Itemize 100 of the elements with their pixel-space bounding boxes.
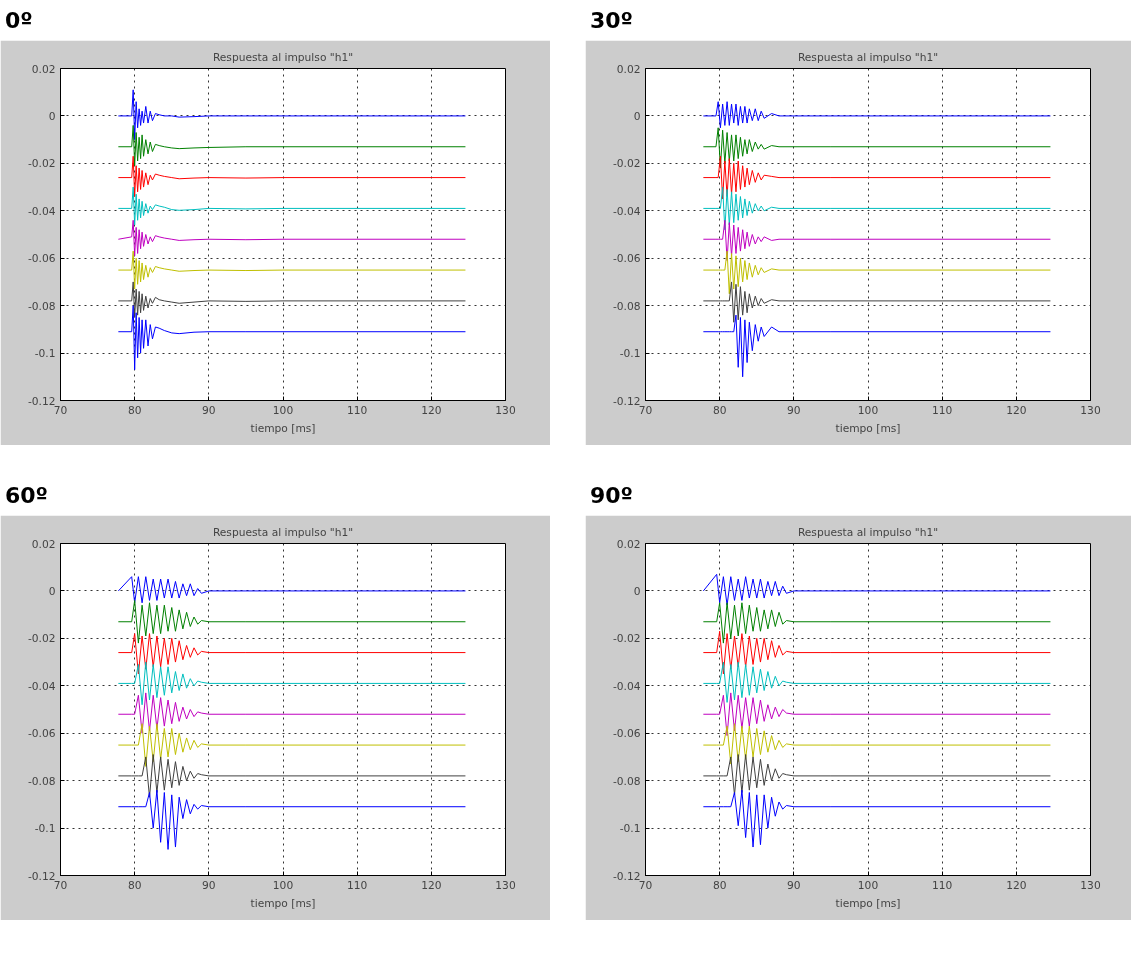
- line-series: [117, 155, 466, 198]
- x-tick-label: 100: [272, 403, 294, 417]
- line-series: [117, 661, 466, 706]
- line-series: [117, 723, 466, 767]
- y-tick-label: -0.06: [612, 252, 641, 266]
- chart-title: 0º: [5, 7, 33, 35]
- x-tick-label: 120: [1006, 878, 1027, 892]
- y-tick-label: -0.08: [27, 299, 56, 313]
- line-series: [702, 789, 1051, 848]
- x-tick-label: 110: [932, 403, 953, 417]
- y-tick-label: 0.02: [616, 537, 641, 551]
- x-tick-label: 90: [202, 878, 216, 892]
- y-tick-label: -0.1: [34, 822, 56, 836]
- x-tick-label: 90: [202, 403, 216, 417]
- y-tick-label: -0.06: [612, 727, 641, 741]
- x-tick-label: 70: [53, 878, 68, 892]
- y-tick-label: -0.06: [27, 252, 56, 266]
- x-tick-label: 70: [638, 403, 653, 417]
- x-tick-label: 90: [787, 403, 801, 417]
- y-tick-label: 0: [633, 109, 641, 123]
- x-axis-title: tiempo [ms]: [835, 896, 901, 910]
- x-tick-label: 130: [495, 878, 516, 892]
- x-tick-label: 130: [1080, 403, 1101, 417]
- x-tick-label: 120: [421, 878, 442, 892]
- y-tick-label: -0.08: [612, 299, 641, 313]
- chart-title: 30º: [590, 7, 634, 35]
- y-tick-label: -0.1: [34, 347, 56, 361]
- line-series: [702, 250, 1051, 295]
- y-tick-label: 0.02: [31, 537, 56, 551]
- line-series: [702, 661, 1051, 703]
- y-tick-label: -0.02: [27, 157, 56, 171]
- chart-subtitle: Respuesta al impulso "h1": [212, 50, 354, 64]
- x-axis-title: tiempo [ms]: [250, 896, 316, 910]
- chart-title: 60º: [5, 482, 49, 510]
- line-series: [702, 630, 1051, 675]
- y-tick-label: -0.08: [27, 774, 56, 788]
- line-series: [702, 723, 1051, 765]
- line-series: [117, 692, 466, 734]
- line-series: [117, 789, 466, 850]
- line-series: [117, 124, 466, 167]
- y-tick-label: -0.1: [619, 822, 641, 836]
- line-series: [702, 314, 1051, 378]
- x-tick-label: 80: [712, 878, 727, 892]
- line-series: [117, 305, 466, 371]
- x-axis-title: tiempo [ms]: [835, 421, 901, 435]
- x-tick-label: 70: [53, 403, 68, 417]
- y-tick-label: -0.04: [612, 204, 641, 218]
- line-series: [702, 186, 1051, 231]
- y-tick-label: -0.12: [27, 394, 56, 408]
- y-tick-label: 0: [48, 109, 56, 123]
- y-tick-label: -0.12: [612, 394, 641, 408]
- line-series: [117, 219, 466, 257]
- line-series: [117, 186, 466, 226]
- x-tick-label: 100: [857, 878, 879, 892]
- y-tick-label: -0.02: [612, 632, 641, 646]
- y-tick-label: -0.04: [612, 679, 641, 693]
- chart-title: 90º: [590, 482, 634, 510]
- line-series: [117, 633, 466, 675]
- line-series: [117, 576, 466, 604]
- y-tick-label: -0.08: [612, 774, 641, 788]
- y-tick-label: -0.04: [27, 204, 56, 218]
- line-series: [117, 281, 466, 318]
- chart-subtitle: Respuesta al impulso "h1": [212, 525, 354, 539]
- x-tick-label: 110: [347, 403, 368, 417]
- x-tick-label: 70: [638, 878, 653, 892]
- y-tick-label: 0: [48, 584, 56, 598]
- x-tick-label: 130: [495, 403, 516, 417]
- x-axis-title: tiempo [ms]: [250, 421, 316, 435]
- line-series: [702, 155, 1051, 200]
- line-series: [702, 692, 1051, 737]
- x-tick-label: 120: [1006, 403, 1027, 417]
- line-series: [117, 250, 466, 290]
- line-series: [702, 573, 1051, 606]
- x-tick-label: 80: [127, 403, 142, 417]
- x-tick-label: 120: [421, 403, 442, 417]
- y-tick-label: -0.02: [612, 157, 641, 171]
- y-tick-label: 0.02: [31, 62, 56, 76]
- y-tick-label: -0.12: [612, 869, 641, 883]
- y-tick-label: -0.12: [27, 869, 56, 883]
- y-tick-label: 0: [633, 584, 641, 598]
- line-series: [702, 101, 1051, 129]
- line-series: [702, 602, 1051, 644]
- y-tick-label: 0.02: [616, 62, 641, 76]
- y-tick-label: -0.1: [619, 347, 641, 361]
- x-tick-label: 80: [127, 878, 142, 892]
- x-tick-label: 80: [712, 403, 727, 417]
- x-tick-label: 130: [1080, 878, 1101, 892]
- chart-subtitle: Respuesta al impulso "h1": [797, 525, 939, 539]
- x-tick-label: 90: [787, 878, 801, 892]
- x-tick-label: 110: [347, 878, 368, 892]
- y-tick-label: -0.04: [27, 679, 56, 693]
- x-tick-label: 110: [932, 878, 953, 892]
- line-series: [117, 89, 466, 141]
- y-tick-label: -0.02: [27, 632, 56, 646]
- x-tick-label: 100: [272, 878, 294, 892]
- line-series: [702, 281, 1051, 323]
- chart-subtitle: Respuesta al impulso "h1": [797, 50, 939, 64]
- line-series: [117, 599, 466, 644]
- y-tick-label: -0.06: [27, 727, 56, 741]
- x-tick-label: 100: [857, 403, 879, 417]
